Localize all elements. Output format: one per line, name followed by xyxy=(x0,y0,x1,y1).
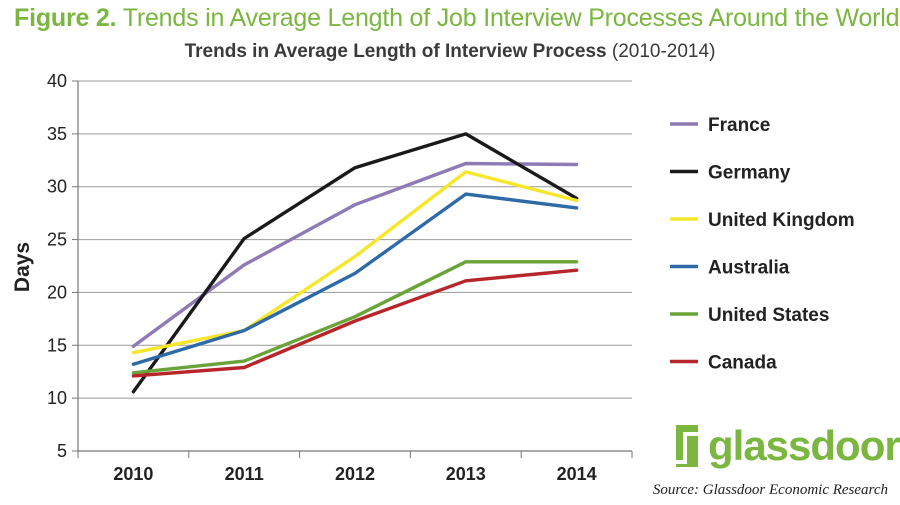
y-tick-label: 25 xyxy=(47,230,67,250)
y-tick-label: 20 xyxy=(47,282,67,302)
x-tick-labels: 2010 2011 2012 2013 2014 xyxy=(113,464,596,484)
y-tick-label: 35 xyxy=(47,124,67,144)
series-lines xyxy=(131,132,579,394)
chart-title: Trends in Average Length of Interview Pr… xyxy=(0,41,900,63)
series-line-united-states xyxy=(131,260,579,375)
legend-label: United Kingdom xyxy=(708,210,855,231)
y-tick-label: 5 xyxy=(57,441,67,461)
legend-label: Australia xyxy=(708,258,790,279)
y-tick-label: 10 xyxy=(47,388,67,408)
axes xyxy=(77,81,633,458)
glassdoor-wordmark: glassdoor xyxy=(708,422,900,469)
legend-label: France xyxy=(708,115,770,136)
series-line-united-kingdom xyxy=(131,170,579,355)
source-note: Source: Glassdoor Economic Research xyxy=(652,482,888,498)
legend-item: Canada xyxy=(670,353,777,374)
y-tick-label: 15 xyxy=(47,335,67,355)
x-tick-label: 2014 xyxy=(557,464,597,484)
figure-label: Figure 2. xyxy=(14,4,117,32)
chart-title-text: Trends in Average Length of Interview Pr… xyxy=(184,41,607,62)
legend-item: United Kingdom xyxy=(670,210,855,231)
x-tick-label: 2013 xyxy=(446,464,486,484)
x-tick-label: 2010 xyxy=(113,464,153,484)
legend-item: United States xyxy=(670,305,829,326)
y-tick-label: 40 xyxy=(47,71,67,91)
legend-item: Germany xyxy=(670,163,791,184)
legend-item: Australia xyxy=(670,258,790,279)
gridlines xyxy=(72,80,632,452)
y-axis-label: Days xyxy=(11,242,34,292)
series-line-canada xyxy=(131,268,579,378)
legend-label: United States xyxy=(708,305,829,326)
x-tick-label: 2012 xyxy=(335,464,375,484)
legend: France Germany United Kingdom Australia Unit… xyxy=(670,115,855,374)
legend-label: Germany xyxy=(708,163,791,184)
figure-title: Figure 2. Trends in Average Length of Jo… xyxy=(14,4,900,33)
glassdoor-door-icon xyxy=(672,423,702,469)
y-tick-labels: 5 10 15 20 25 30 35 40 xyxy=(47,71,67,461)
legend-item: France xyxy=(670,115,770,136)
chart-subtitle: (2010-2014) xyxy=(611,41,716,62)
series-line-germany xyxy=(131,132,579,394)
legend-label: Canada xyxy=(708,353,777,374)
glassdoor-logo: glassdoor ® xyxy=(672,420,900,472)
y-tick-label: 30 xyxy=(47,177,67,197)
series-line-australia xyxy=(131,192,579,366)
figure-title-text: Trends in Average Length of Job Intervie… xyxy=(122,4,900,32)
x-tick-label: 2011 xyxy=(225,464,264,484)
